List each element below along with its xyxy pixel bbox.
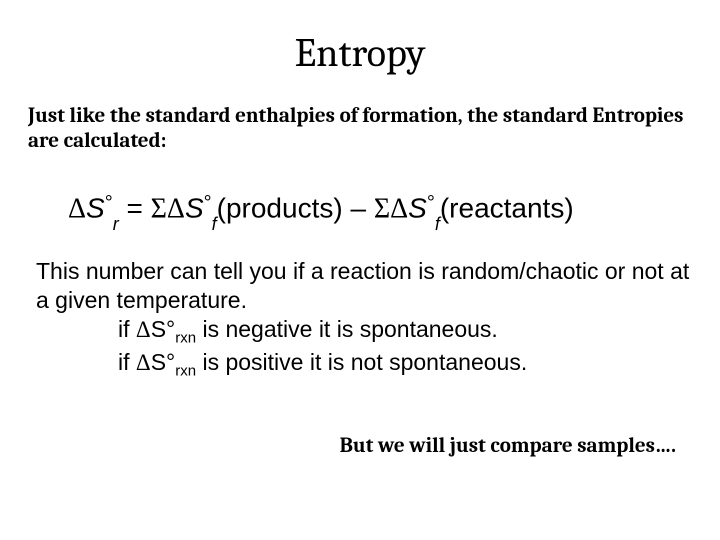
- s-degree: S°: [151, 316, 176, 342]
- if-text: if: [118, 349, 136, 375]
- products-text: (products): [217, 193, 343, 224]
- delta-symbol: Δ: [167, 194, 185, 225]
- reactants-text: (reactants): [440, 193, 574, 224]
- entropy-equation: ΔS°r = ΣΔS°f(products) – ΣΔS°f(reactants…: [68, 190, 692, 229]
- subscript-r: r: [113, 214, 119, 234]
- equals-sign: =: [119, 193, 151, 224]
- s-degree: S°: [151, 349, 176, 375]
- subscript-rxn: rxn: [175, 329, 196, 346]
- positive-text: is positive it is not spontaneous.: [196, 349, 527, 375]
- delta-symbol: Δ: [68, 194, 86, 225]
- negative-text: is negative it is spontaneous.: [196, 316, 498, 342]
- minus-sign: –: [343, 193, 374, 224]
- if-text: if: [118, 316, 136, 342]
- intro-text: Just like the standard enthalpies of for…: [28, 104, 692, 154]
- footer-text: But we will just compare samples….: [340, 434, 676, 458]
- subscript-rxn: rxn: [175, 363, 196, 380]
- degree-symbol: °: [427, 192, 435, 214]
- explain-line-1: This number can tell you if a reaction i…: [36, 257, 692, 315]
- delta-symbol: Δ: [390, 194, 408, 225]
- subscript-f: f: [435, 214, 440, 234]
- slide-title: Entropy: [28, 30, 692, 76]
- subscript-f: f: [212, 214, 217, 234]
- explain-line-2: if ΔS°rxn is negative it is spontaneous.: [118, 315, 692, 348]
- delta-symbol: Δ: [136, 350, 151, 375]
- sigma-symbol: Σ: [374, 194, 390, 225]
- body-text: This number can tell you if a reaction i…: [36, 257, 692, 381]
- explain-line-3: if ΔS°rxn is positive it is not spontane…: [118, 348, 692, 381]
- eq-S: S: [86, 193, 105, 224]
- degree-symbol: °: [204, 192, 212, 214]
- sigma-symbol: Σ: [151, 194, 167, 225]
- delta-symbol: Δ: [136, 317, 151, 342]
- eq-S: S: [185, 193, 204, 224]
- eq-S: S: [408, 193, 427, 224]
- degree-symbol: °: [105, 192, 113, 214]
